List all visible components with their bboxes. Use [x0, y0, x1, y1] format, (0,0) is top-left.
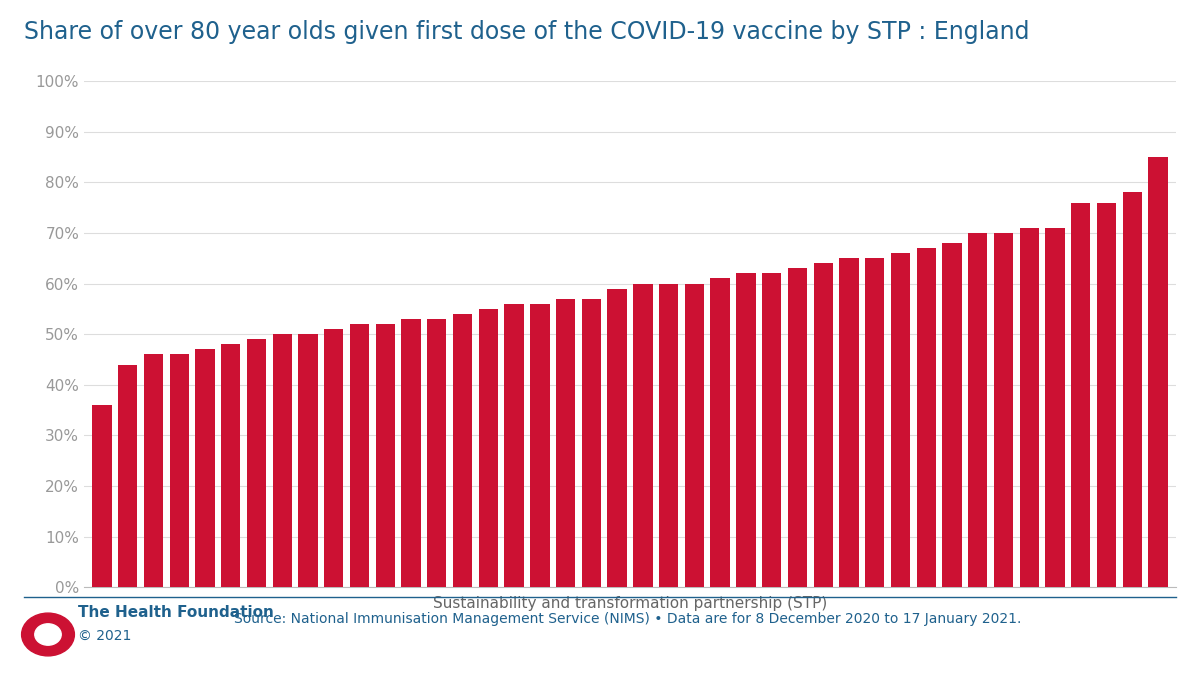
- Bar: [427, 319, 446, 587]
- Text: © 2021: © 2021: [78, 629, 131, 643]
- Bar: [1072, 202, 1091, 587]
- Circle shape: [35, 624, 61, 645]
- Bar: [1045, 228, 1064, 587]
- Bar: [196, 350, 215, 587]
- Bar: [582, 298, 601, 587]
- Text: Share of over 80 year olds given first dose of the COVID-19 vaccine by STP : Eng: Share of over 80 year olds given first d…: [24, 20, 1030, 45]
- Bar: [221, 344, 240, 587]
- Bar: [92, 405, 112, 587]
- Bar: [402, 319, 421, 587]
- Text: The Health Foundation: The Health Foundation: [78, 605, 274, 620]
- Bar: [942, 243, 961, 587]
- Bar: [504, 304, 523, 587]
- Bar: [350, 324, 370, 587]
- Bar: [376, 324, 395, 587]
- Bar: [787, 269, 808, 587]
- Bar: [737, 273, 756, 587]
- Bar: [762, 273, 781, 587]
- Bar: [685, 284, 704, 587]
- Bar: [144, 354, 163, 587]
- Bar: [247, 339, 266, 587]
- Bar: [839, 259, 858, 587]
- Bar: [814, 263, 833, 587]
- Bar: [452, 314, 473, 587]
- Bar: [968, 233, 988, 587]
- Bar: [1122, 192, 1142, 587]
- Bar: [1020, 228, 1039, 587]
- Bar: [1097, 202, 1116, 587]
- X-axis label: Sustainability and transformation partnership (STP): Sustainability and transformation partne…: [433, 595, 827, 611]
- Bar: [118, 364, 138, 587]
- Bar: [556, 298, 575, 587]
- Circle shape: [22, 613, 74, 656]
- Bar: [634, 284, 653, 587]
- Bar: [607, 289, 626, 587]
- Bar: [865, 259, 884, 587]
- Bar: [1148, 157, 1168, 587]
- Bar: [272, 334, 292, 587]
- Bar: [479, 309, 498, 587]
- Bar: [324, 329, 343, 587]
- Bar: [890, 253, 910, 587]
- Bar: [530, 304, 550, 587]
- Bar: [299, 334, 318, 587]
- Bar: [994, 233, 1013, 587]
- Bar: [659, 284, 678, 587]
- Text: Source: National Immunisation Management Service (NIMS) • Data are for 8 Decembe: Source: National Immunisation Management…: [234, 612, 1021, 626]
- Bar: [169, 354, 188, 587]
- Bar: [710, 278, 730, 587]
- Bar: [917, 248, 936, 587]
